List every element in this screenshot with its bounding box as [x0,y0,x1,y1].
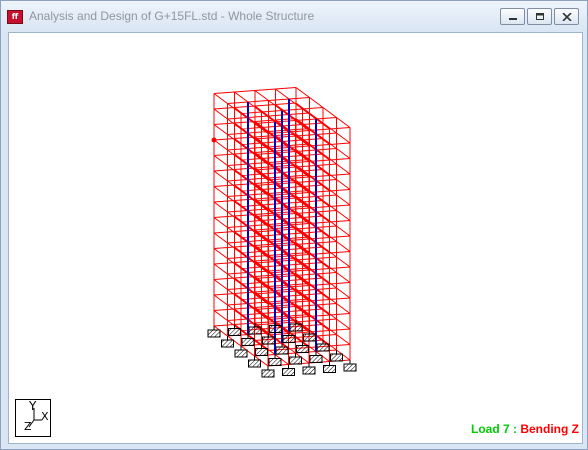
axis-z-label: Z [24,420,32,433]
fixed-support-icon[interactable] [268,358,282,366]
axis-triad-icon [28,408,42,428]
load-case-result-type: Bending Z [520,422,579,436]
node-marker[interactable] [211,137,217,143]
staad-app-icon[interactable]: ff [7,10,23,24]
fixed-support-icon[interactable] [302,366,316,375]
fixed-support-icon[interactable] [289,323,303,332]
structure-model-canvas[interactable] [9,33,582,443]
title-bar[interactable]: ff Analysis and Design of G+15FL.std - W… [1,1,587,32]
fixed-support-icon[interactable] [228,328,241,336]
fixed-support-icon[interactable] [343,363,357,372]
window-title: Analysis and Design of G+15FL.std - Whol… [29,9,315,23]
fixed-support-icon[interactable] [261,369,275,378]
support-nodes [207,320,357,378]
fixed-support-icon[interactable] [234,349,248,358]
close-icon [561,12,572,21]
axis-x-label: X [41,410,49,423]
fixed-support-icon[interactable] [282,368,295,376]
fixed-support-icon[interactable] [241,338,255,346]
fixed-support-icon[interactable] [303,333,316,342]
fixed-support-icon[interactable] [316,343,330,352]
fixed-support-icon[interactable] [207,329,221,338]
structure-view[interactable]: Y X Z Load 7 : Bending Z [8,32,583,444]
fixed-support-icon[interactable] [275,346,289,355]
maximize-icon [535,12,544,20]
window-controls [498,8,579,25]
fixed-support-icon[interactable] [262,336,275,345]
highlighted-columns[interactable] [247,99,317,355]
fixed-support-icon[interactable] [221,339,234,348]
load-case-label: Load 7 : Bending Z [471,422,579,436]
minimize-icon [508,17,517,20]
fixed-support-icon[interactable] [296,345,309,353]
fixed-support-icon[interactable] [282,335,296,343]
minimize-button[interactable] [500,8,525,25]
maximize-button[interactable] [527,8,552,25]
fixed-support-icon[interactable] [255,348,268,356]
fixed-support-icon[interactable] [309,355,323,363]
fixed-support-icon[interactable] [323,365,336,373]
axis-y-label: Y [29,399,37,413]
close-button[interactable] [554,8,579,25]
axis-triad: Y X Z [15,399,51,437]
load-case-number: Load 7 : [470,422,521,436]
fixed-support-icon[interactable] [289,356,302,365]
fixed-support-icon[interactable] [330,353,343,362]
fixed-support-icon[interactable] [269,325,282,333]
fixed-support-icon[interactable] [248,326,262,335]
fixed-support-icon[interactable] [248,359,261,368]
